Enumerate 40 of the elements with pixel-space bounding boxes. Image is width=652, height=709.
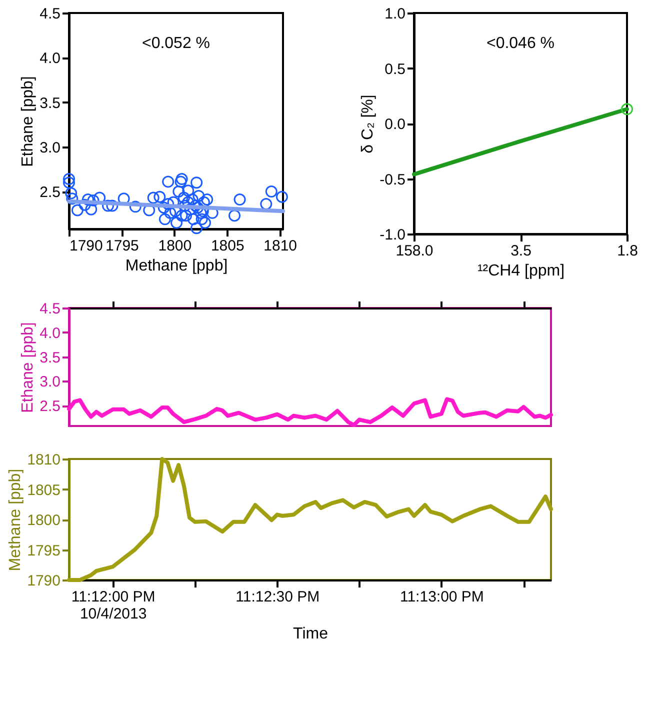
x-tick-label: 11:13:00 PM — [400, 588, 484, 606]
x-tick-label: 1800 — [158, 238, 192, 254]
y-axis-title: Ethane [ppb] — [20, 76, 37, 167]
x-tick-label: 158.0 — [396, 242, 434, 260]
y-tick-label: 2.5 — [40, 398, 60, 416]
y-tick-label: 4.0 — [40, 324, 60, 342]
y-tick-label: 1795 — [27, 542, 60, 560]
y-tick-label: 1810 — [27, 452, 60, 468]
y-tick-label: -1.0 — [380, 226, 406, 244]
x-tick-label: 1805 — [210, 238, 244, 254]
x-tick-label: 11:12:00 PM 10/4/2013 — [71, 588, 156, 622]
y-tick-label: 1.0 — [384, 6, 406, 22]
x-tick-label: 1.8 — [617, 242, 638, 260]
y-axis-title: Methane [ppb] — [7, 468, 24, 572]
y-tick-label: 4.5 — [40, 6, 60, 22]
y-tick-label: 1805 — [27, 482, 60, 499]
y-tick-label: 0.5 — [384, 60, 406, 78]
annotation: <0.052 % — [142, 35, 210, 52]
y-tick-label: 1790 — [27, 572, 60, 590]
x-tick-label: 1810 — [264, 238, 298, 254]
y-tick-label: 3.0 — [40, 139, 60, 156]
y-tick-label: 3.5 — [40, 94, 60, 112]
y-tick-label: 3.5 — [40, 349, 60, 366]
y-tick-label: 1800 — [27, 512, 60, 529]
y-tick-label: 2.5 — [40, 184, 60, 202]
y-axis-title: δ C₂ [%] — [360, 94, 377, 154]
x-axis-title: ¹²CH4 [ppm] — [477, 262, 565, 280]
x-axis-title: Methane [ppb] — [125, 258, 228, 274]
y-axis-title: Ethane [ppb] — [20, 322, 37, 413]
y-tick-label: 3.0 — [40, 374, 60, 391]
annotation: <0.046 % — [486, 35, 555, 52]
x-tick-label: 1795 — [106, 238, 139, 254]
y-tick-label: 0.0 — [384, 116, 406, 133]
y-tick-label: 4.0 — [40, 50, 60, 68]
x-axis-title: Time — [293, 626, 328, 642]
y-tick-label: 4.5 — [40, 300, 60, 318]
y-tick-label: -0.5 — [380, 171, 406, 188]
x-tick-label: 3.5 — [510, 242, 532, 260]
x-tick-label: 11:12:30 PM — [236, 588, 320, 606]
x-tick-label: 1790 — [70, 238, 103, 254]
